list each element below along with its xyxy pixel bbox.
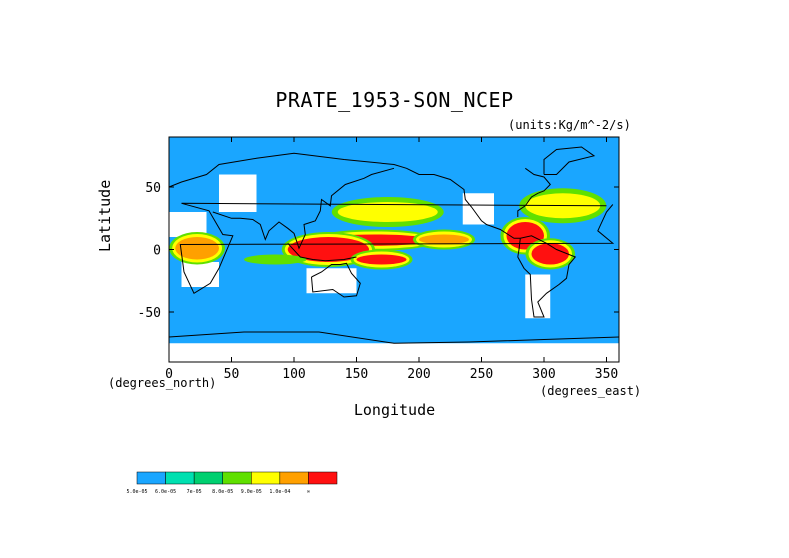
region-indian-ocean-south: [244, 254, 307, 265]
legend-swatch: [308, 471, 338, 485]
missing-region-5: [525, 274, 551, 319]
x-tick-label: 350: [595, 367, 618, 382]
coastline-4: [406, 167, 521, 239]
y-axis-label: Latitude: [96, 179, 114, 252]
legend-label: 9.0e-05: [241, 489, 262, 495]
region-south-america-north: [525, 238, 575, 270]
x-tick-label: 0: [165, 367, 173, 382]
legend-swatch: [193, 471, 223, 485]
coastline-3: [311, 262, 361, 298]
coastline-5: [517, 167, 551, 217]
region-core: [244, 254, 307, 265]
missing-region-6: [169, 343, 619, 362]
legend-label: 1.0e-04: [269, 489, 290, 495]
legend-swatch: [279, 471, 309, 485]
region-core: [419, 234, 469, 245]
units-label: (units:Kg/m^-2/s): [508, 118, 631, 132]
x-axis-label: Longitude: [353, 401, 436, 419]
legend-swatch: [251, 471, 281, 485]
legend-swatch: [165, 471, 195, 485]
region-ITCZ-central-pacific: [413, 229, 475, 250]
coastline-1: [168, 152, 407, 188]
missing-region-3: [306, 268, 357, 294]
region-north-pacific-storm-track: [331, 197, 444, 227]
x-tick-label: 50: [224, 367, 240, 382]
legend-swatch: [136, 471, 166, 485]
chart-title: PRATE_1953-SON_NCEP: [275, 88, 514, 112]
x-tick-label: 150: [345, 367, 368, 382]
missing-region-2: [181, 262, 219, 287]
region-south-pacific-convergence: [350, 249, 413, 270]
region-core: [356, 254, 407, 265]
y-tick-label: -50: [138, 306, 161, 321]
x-tick-label: 300: [532, 367, 555, 382]
x-unit-right-label: (degrees_east): [540, 384, 642, 398]
legend-label: 6.0e-05: [155, 489, 176, 495]
map-area: [168, 137, 620, 362]
legend-label: 7e-05: [187, 489, 202, 495]
color-legend: 5.0e-05 6.0e-05 7e-05 8.0e-05 9.0e-05 1.0e-04…: [126, 471, 338, 495]
coastline-0: [179, 202, 615, 295]
x-unit-left-label: (degrees_north): [108, 376, 217, 390]
coastline-8: [168, 331, 620, 344]
coastline-7: [543, 146, 596, 175]
legend-label: ∞: [307, 489, 310, 495]
region-core: [287, 237, 369, 262]
y-tick-label: 50: [145, 181, 161, 196]
legend-label: 8.0e-05: [212, 489, 233, 495]
x-tick-label: 100: [282, 367, 305, 382]
x-tick-label: 250: [470, 367, 493, 382]
region-core: [337, 202, 438, 222]
coastline-6: [517, 235, 577, 318]
y-tick-label: 0: [153, 244, 161, 259]
region-core: [531, 243, 569, 265]
region-africa-congo: [169, 232, 225, 265]
legend-label: 5.0e-05: [126, 489, 147, 495]
coastline-2: [212, 167, 395, 250]
x-tick-label: 200: [407, 367, 430, 382]
missing-region-4: [462, 193, 494, 225]
coastline-9: [287, 242, 357, 262]
axes: 0 50 100 150 200 250 300 350 50 0 -50: [138, 136, 620, 382]
missing-region-1: [219, 174, 257, 212]
legend-swatch: [222, 471, 252, 485]
region-core: [175, 237, 219, 260]
